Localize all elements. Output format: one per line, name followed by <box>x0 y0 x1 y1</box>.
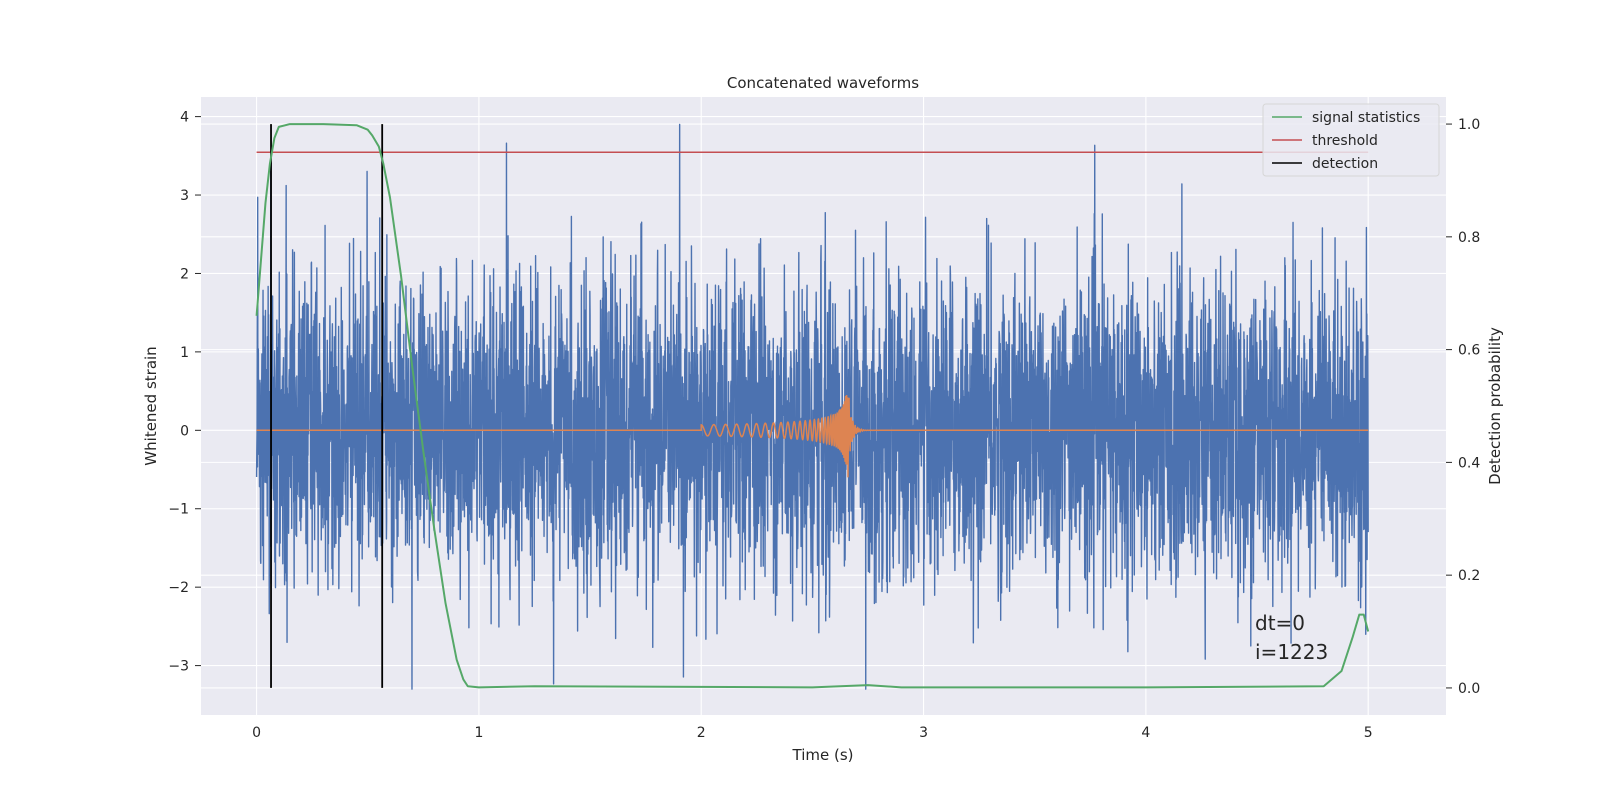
y-tick-label: −1 <box>168 502 189 518</box>
x-tick-label: 1 <box>474 725 483 741</box>
legend: signal statistics threshold detection <box>1262 103 1440 177</box>
x-tick-label: 3 <box>919 725 928 741</box>
legend-label-signal-statistics: signal statistics <box>1312 110 1420 126</box>
x-tick-label: 2 <box>697 725 706 741</box>
legend-box <box>1262 103 1440 177</box>
chart-title: Concatenated waveforms <box>727 74 919 92</box>
waveform-series <box>256 395 1369 478</box>
y-tick-label: 4 <box>180 110 189 126</box>
y-right-tick-label: 1.0 <box>1458 117 1480 133</box>
annotation-iteration: i=1223 <box>1255 640 1328 664</box>
y-tick-label: −2 <box>168 580 189 596</box>
legend-label-threshold: threshold <box>1312 133 1378 149</box>
y-right-tick-label: 0.2 <box>1458 568 1480 584</box>
annotation-dt: dt=0 <box>1255 611 1305 635</box>
x-axis-label: Time (s) <box>792 746 854 764</box>
x-tick-label: 0 <box>252 725 261 741</box>
statistics-layer <box>255 123 1370 689</box>
y-tick-label: 0 <box>180 423 189 439</box>
legend-label-detection: detection <box>1312 156 1378 172</box>
noise-line <box>255 123 1369 690</box>
y-tick-label: 3 <box>180 188 189 204</box>
y-tick-label: 1 <box>180 345 189 361</box>
x-tick-label: 4 <box>1141 725 1150 741</box>
y-right-tick-label: 0.6 <box>1458 343 1480 359</box>
noise-series <box>255 123 1369 690</box>
y-right-axis-label: Detection probability <box>1486 327 1504 485</box>
y-right-tick-label: 0.8 <box>1458 230 1480 246</box>
injected-waveform-line <box>256 395 1369 478</box>
y-tick-label: 2 <box>180 266 189 282</box>
y-right-tick-label: 0.0 <box>1458 681 1480 697</box>
y-axis-label: Whitened strain <box>142 346 160 465</box>
signal-statistics-line <box>255 123 1370 689</box>
x-tick-label: 5 <box>1364 725 1373 741</box>
y-right-tick-label: 0.4 <box>1458 455 1480 471</box>
axis-ticks: 0 1 2 3 4 5 −3 −2 −1 0 1 2 3 4 0.0 0.2 0.4 0.6 0.8 1.0 <box>168 110 1480 741</box>
y-tick-label: −3 <box>168 659 189 675</box>
